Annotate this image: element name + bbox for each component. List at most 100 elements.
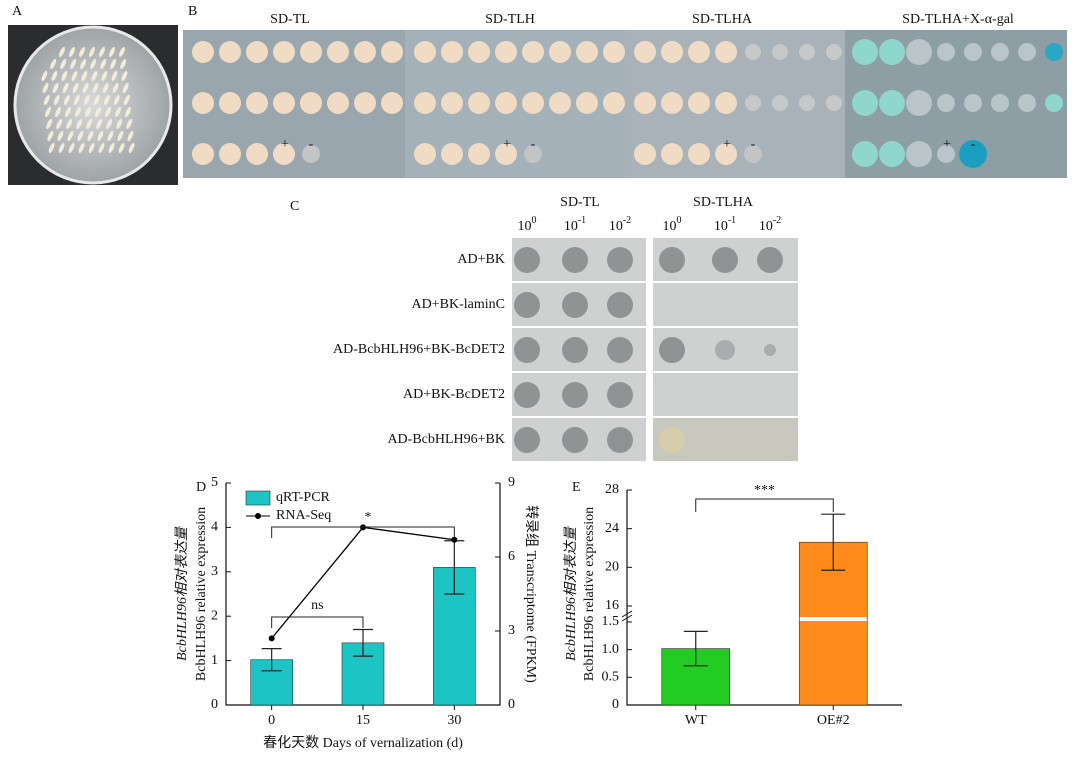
marker: + [503,137,511,152]
streak [76,118,83,130]
error-bar [821,513,846,571]
colony [524,145,542,163]
y-tick-label: 0 [211,697,218,712]
y-axis-title: BcbHLH96 relative expression [194,507,209,681]
streak [53,94,60,106]
streak [58,142,65,154]
colony [468,41,490,63]
column-heading: SD-TLHA+X-α-gal [902,12,1014,27]
colony [744,145,762,163]
bracket [271,526,455,538]
streak [57,130,64,142]
streak [46,118,53,130]
streak [108,142,115,154]
streak [100,58,107,70]
annotation: *** [754,483,775,498]
y-axis-title: BcbHLH96相对表达量 [174,525,190,661]
streak [109,46,115,58]
x-tick-label: 30 [447,713,461,728]
y-tick-label: 1 [211,653,218,668]
dilution-label: 10-1 [714,215,736,234]
streak [47,130,54,142]
streak [43,94,50,106]
plate-photo [653,283,798,326]
y-tick-label: 20 [605,560,619,575]
dilution-label: 10-2 [609,215,631,234]
colony [468,92,490,114]
x-tick-label: OE#2 [817,713,850,728]
y2-axis-title: 转录组 Transcriptome (FPKM) [523,505,539,683]
colony [514,427,540,453]
y-tick-label: 0.5 [602,670,620,685]
colony [659,337,685,363]
colony [607,292,633,318]
point [451,536,458,543]
streak [126,118,133,130]
legend-swatch [245,490,271,506]
marker: - [531,137,536,152]
dilution-base: 10 [564,219,578,234]
error-bar [683,630,708,667]
streak [45,106,51,118]
y2-tick-label: 3 [508,623,515,638]
point [268,635,275,642]
streak [99,46,105,58]
colony [991,43,1009,61]
colony [799,44,815,60]
legend-label: qRT-PCR [276,490,331,505]
colony [607,427,633,453]
colony [495,143,517,165]
colony [879,90,905,116]
colony [991,94,1009,112]
column-heading: SD-TLH [485,12,535,27]
bracket [271,616,364,628]
x-tick-label: 15 [356,713,370,728]
colony [549,41,571,63]
streak [61,70,68,82]
plate-photo [653,373,798,416]
legend-point [255,513,261,519]
streak [72,82,79,94]
marker: - [751,137,756,152]
streak [102,82,109,94]
y-tick-label: 5 [211,475,218,490]
colony [1045,43,1063,61]
colony [562,427,588,453]
colony [1018,94,1036,112]
streak [82,82,89,94]
dilution-exponent: -2 [773,215,781,226]
colony [300,92,322,114]
medium-label: SD-TLHA [693,195,754,210]
colony [192,92,214,114]
dilution-label: 100 [663,215,682,234]
colony [300,41,322,63]
colony [715,340,735,360]
axis-break [621,610,633,622]
streak [77,130,84,142]
dilution-exponent: 0 [677,215,682,226]
streak [90,58,97,70]
streak [71,70,78,82]
x-tick-label: WT [685,713,707,728]
streak [41,70,48,82]
colony [852,39,878,65]
colony [772,44,788,60]
colony [192,143,214,165]
colony [441,143,463,165]
colony [219,92,241,114]
colony [937,145,955,163]
streak [73,94,80,106]
colony [764,344,776,356]
row-label: AD-BcbHLH96+BK-BcDET2 [333,342,505,357]
streak [107,130,114,142]
streak [62,82,69,94]
colony [273,92,295,114]
colony [354,92,376,114]
colony [607,247,633,273]
colony [246,41,268,63]
colony [852,141,878,167]
streak [67,130,74,142]
y-axis-title: BcbHLH96相对表达量 [563,525,579,661]
streak [75,106,81,118]
